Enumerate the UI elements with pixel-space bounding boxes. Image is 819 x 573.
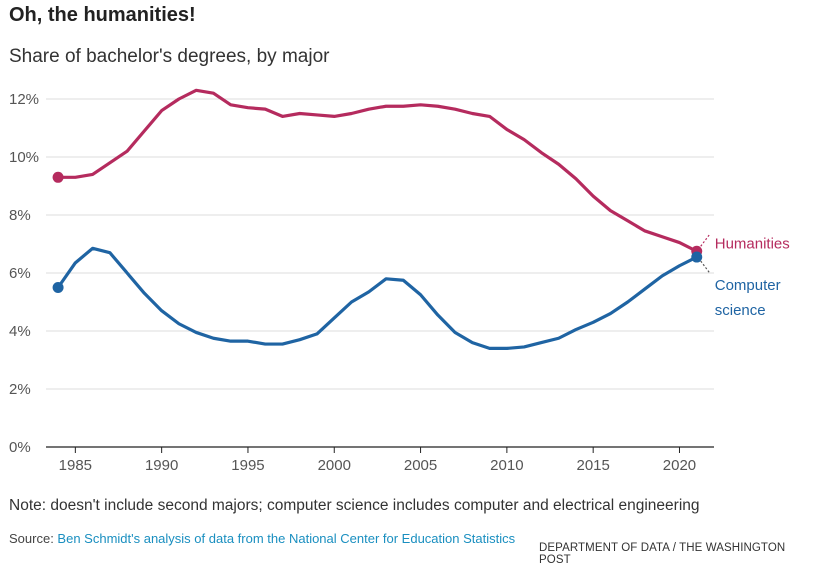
y-tick-label: 6% [9, 265, 31, 282]
computer-science-label-leader [700, 260, 711, 274]
chart-subtitle: Share of bachelor's degrees, by major [9, 46, 330, 67]
chart-note: Note: doesn't include second majors; com… [9, 497, 700, 514]
chart-title: Oh, the humanities! [9, 4, 196, 26]
y-tick-label: 12% [9, 91, 39, 108]
x-tick-label: 2005 [404, 457, 437, 474]
humanities-line-start-dot [52, 171, 64, 183]
chart-source: Source: Ben Schmidt's analysis of data f… [9, 530, 529, 548]
source-link[interactable]: Ben Schmidt's analysis of data from the … [57, 531, 516, 546]
y-tick-label: 8% [9, 207, 31, 224]
x-tick-label: 2010 [490, 457, 523, 474]
y-tick-label: 10% [9, 149, 39, 166]
line-chart: 0% 2% 4% 6% 8% 10% 12% 1985 1990 1995 2000 2005 2010… [9, 88, 790, 474]
x-tick-label: 2020 [663, 457, 696, 474]
humanities-label-leader [700, 233, 711, 247]
computer-science-label-line1: Computer [715, 277, 781, 294]
x-tick-label: 1990 [145, 457, 178, 474]
x-tick-label: 2015 [576, 457, 609, 474]
humanities-label: Humanities [715, 235, 790, 252]
computer-science-line-end-dot [691, 251, 703, 263]
computer-science-label-line2: science [715, 302, 766, 319]
x-tick-label: 1995 [231, 457, 264, 474]
y-tick-label: 0% [9, 439, 31, 456]
source-prefix: Source: [9, 531, 58, 546]
computer-science-line [56, 246, 699, 350]
humanities-line [56, 88, 699, 253]
computer-science-line-start-dot [52, 282, 64, 293]
y-tick-label: 2% [9, 381, 31, 398]
x-tick-label: 2000 [318, 457, 351, 474]
y-tick-label: 4% [9, 323, 31, 340]
x-tick-label: 1985 [59, 457, 92, 474]
chart-credit: DEPARTMENT OF DATA / THE WASHINGTON POST [539, 542, 786, 566]
